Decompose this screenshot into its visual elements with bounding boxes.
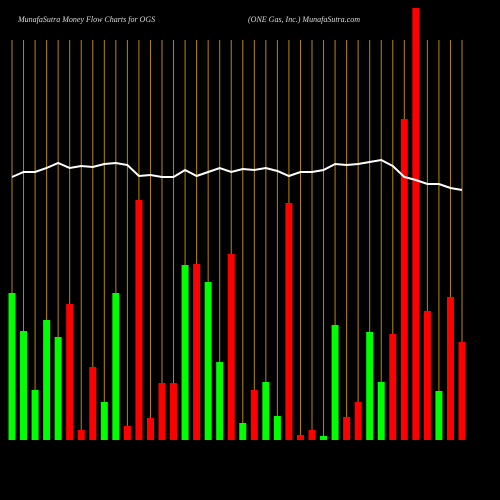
bar	[273, 416, 281, 440]
bar	[158, 383, 166, 440]
bar	[389, 334, 397, 440]
bar	[446, 297, 454, 440]
bar	[354, 402, 362, 440]
bar	[54, 337, 62, 440]
bar	[412, 8, 420, 440]
bar	[435, 391, 443, 440]
bar	[377, 382, 385, 440]
bar	[31, 390, 39, 440]
bar	[43, 320, 51, 440]
bar	[181, 265, 189, 440]
bar	[8, 293, 16, 440]
bar	[331, 325, 339, 440]
bar	[366, 332, 374, 440]
bar	[239, 423, 247, 440]
bar	[458, 342, 466, 440]
bar	[89, 367, 97, 440]
bar	[66, 304, 74, 440]
bar	[146, 418, 154, 440]
bar	[308, 430, 316, 440]
bar	[123, 426, 131, 440]
bar	[400, 119, 408, 440]
bar	[262, 382, 270, 440]
bar	[343, 417, 351, 440]
bar	[77, 430, 85, 440]
bar	[320, 436, 328, 440]
bar	[423, 311, 431, 440]
chart-subtitle: (ONE Gas, Inc.) MunafaSutra.com	[248, 15, 360, 24]
bar	[250, 390, 258, 440]
bar	[193, 264, 201, 440]
bar	[296, 435, 304, 440]
bar	[285, 203, 293, 440]
bar	[204, 282, 212, 440]
bar	[216, 362, 224, 440]
bar	[135, 200, 143, 440]
chart-title: MunafaSutra Money Flow Charts for OGS	[17, 15, 155, 24]
bar	[20, 331, 28, 440]
money-flow-line	[11, 158, 463, 191]
bar	[100, 402, 108, 440]
bar	[227, 254, 235, 440]
bar	[170, 383, 178, 440]
bar	[112, 293, 120, 440]
